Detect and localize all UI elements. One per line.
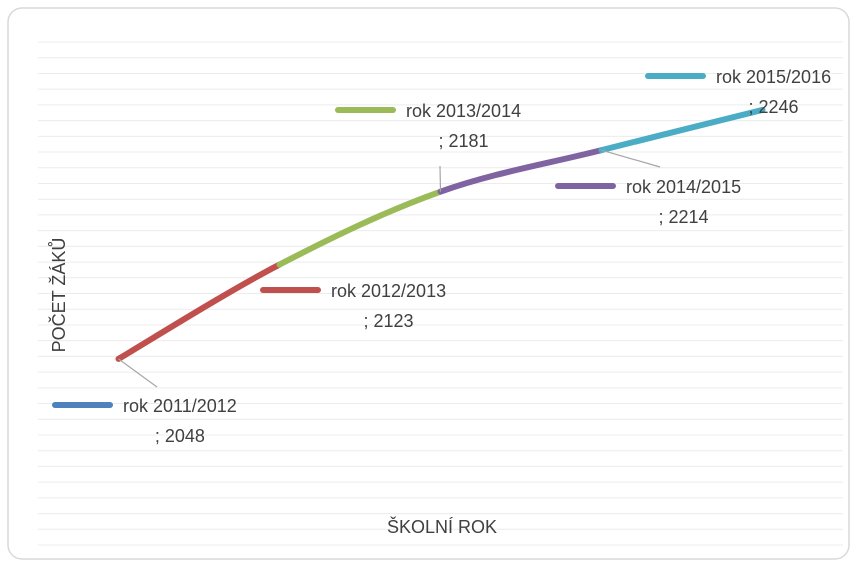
data-label-value: ; 2214 xyxy=(659,207,709,227)
y-axis-title: POČET ŽÁKŮ xyxy=(48,238,69,353)
chart-frame xyxy=(7,7,850,560)
data-label-value: ; 2123 xyxy=(364,311,414,331)
line-segment xyxy=(115,261,283,362)
data-label-value: ; 2246 xyxy=(749,97,799,117)
data-label-category: rok 2012/2013 xyxy=(331,281,446,301)
leader-line xyxy=(601,149,661,168)
x-axis-title: ŠKOLNÍ ROK xyxy=(387,516,497,537)
data-label-category: rok 2013/2014 xyxy=(406,101,521,121)
data-label-value: ; 2048 xyxy=(155,426,205,446)
data-label-category: rok 2015/2016 xyxy=(716,67,831,87)
line-segment xyxy=(276,188,444,268)
grid xyxy=(38,41,843,546)
data-label-value: ; 2181 xyxy=(439,131,489,151)
plot xyxy=(115,106,766,362)
line-segment xyxy=(598,106,766,154)
data-label-category: rok 2014/2015 xyxy=(626,177,741,197)
line-segment xyxy=(437,147,605,195)
data-label-category: rok 2011/2012 xyxy=(123,396,237,416)
leader-line xyxy=(118,358,158,388)
leader-line xyxy=(439,165,442,192)
